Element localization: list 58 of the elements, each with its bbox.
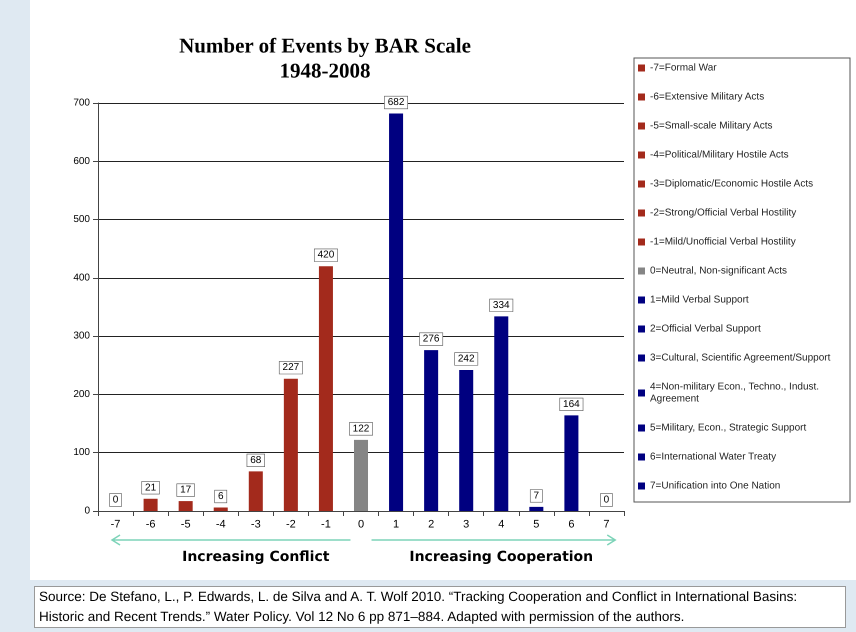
legend-label: -4=Political/Military Hostile Acts [650, 150, 789, 160]
legend-label: 1=Mild Verbal Support [650, 294, 749, 306]
x-tick-label: -2 [286, 518, 296, 530]
y-tick-label: 300 [73, 330, 90, 342]
data-label: 17 [180, 484, 192, 496]
legend-label: 0=Neutral, Non-significant Acts [650, 266, 788, 276]
chart-title: Number of Events by BAR Scale [179, 34, 471, 58]
data-label: 276 [422, 334, 440, 345]
x-tick-label: 7 [603, 518, 610, 530]
x-tick-label: 6 [568, 518, 574, 530]
x-tick-label: 2 [428, 518, 434, 530]
x-tick-label: 4 [498, 518, 504, 530]
data-label: 420 [318, 250, 335, 261]
data-label: 122 [352, 423, 370, 434]
x-tick-label: -5 [180, 518, 191, 530]
x-tick-label: -7 [110, 518, 120, 530]
legend-label: 6=International Water Treaty [650, 452, 776, 462]
legend-label: 5=Military, Econ., Strategic Support [650, 422, 806, 434]
data-label: 0 [112, 494, 119, 506]
y-tick-label: 0 [84, 506, 90, 516]
legend-label: -7=Formal War [650, 62, 718, 74]
legend-label: -1=Mild/Unofficial Verbal Hostility [650, 236, 796, 248]
text: Increasing Conflict [182, 549, 330, 565]
x-tick-label: 0 [358, 518, 364, 530]
legend-label: -6=Extensive Military Acts [650, 92, 764, 102]
y-tick-label: 400 [73, 272, 90, 284]
legend-label: -2=Strong/Official Verbal Hostility [650, 208, 796, 218]
x-tick-label: -4 [216, 518, 226, 530]
text: Increasing Cooperation [409, 549, 594, 565]
data-label: 334 [492, 300, 510, 311]
legend-label: 7=Unification into One Nation [650, 480, 780, 492]
data-label: 21 [145, 482, 157, 494]
y-tick-label: 700 [73, 98, 90, 108]
x-tick-label: -1 [321, 518, 331, 530]
chart-subtitle: 1948-2008 [280, 58, 370, 82]
legend-label: -5=Small-scale Military Acts [650, 120, 773, 132]
x-tick-label: 5 [533, 518, 540, 530]
data-label: 164 [563, 398, 580, 410]
data-label: 682 [388, 96, 405, 108]
y-tick-label: 200 [73, 388, 90, 400]
legend-label: 4=Non-military Econ., Techno., Indust. Agreement [650, 382, 822, 404]
data-label: 242 [458, 353, 475, 364]
data-label: 0 [604, 494, 610, 506]
y-tick-label: 500 [73, 214, 90, 226]
y-tick-label: 100 [73, 447, 90, 458]
x-tick-label: 3 [463, 518, 470, 530]
data-label: 7 [534, 490, 540, 502]
x-tick-label: 1 [393, 518, 400, 530]
legend-label: 3=Cultural, Scientific Agreement/Support [650, 352, 831, 364]
x-tick-label: -6 [146, 518, 156, 530]
y-tick-label: 600 [73, 156, 90, 167]
legend-label: 2=Official Verbal Support [650, 324, 761, 334]
x-tick-label: -3 [250, 518, 261, 530]
data-label: 227 [282, 362, 300, 374]
legend-label: -3=Diplomatic/Economic Hostile Acts [650, 178, 814, 190]
source-note: Source: De Stefano, L., P. Edwards, L. de Silva and A. T. Wolf 2010. “Tracking Cooperation and Conflict in International Basins: Historic and Recent Trends.” Water Policy. Vol 12 No 6 pp 871–884. Adapted with permission of the authors. [34, 586, 846, 628]
data-label: 68 [250, 454, 262, 466]
data-label: 6 [218, 491, 224, 502]
